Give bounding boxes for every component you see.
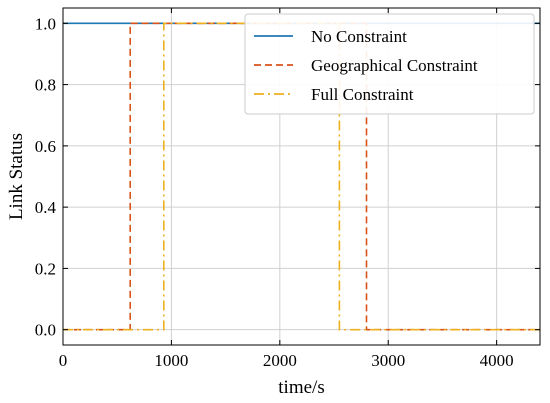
y-tick-label-5: 1.0 bbox=[35, 14, 56, 33]
x-tick-label-1: 1000 bbox=[154, 351, 188, 370]
legend-label-1: Geographical Constraint bbox=[311, 56, 478, 75]
plot-frame bbox=[62, 7, 541, 346]
y-axis-label: Link Status bbox=[6, 133, 27, 220]
y-tick-label-0: 0.0 bbox=[35, 321, 56, 340]
y-tick-label-2: 0.4 bbox=[35, 198, 57, 217]
y-tick-label-4: 0.8 bbox=[35, 76, 56, 95]
ticks: 0 1000 2000 3000 4000 0.0 0.2 0.4 0.6 0.8 1.0 bbox=[35, 8, 540, 370]
legend-label-2: Full Constraint bbox=[311, 85, 414, 104]
x-tick-label-0: 0 bbox=[59, 351, 68, 370]
x-axis-label: time/s bbox=[278, 377, 324, 398]
y-tick-label-1: 0.2 bbox=[35, 259, 56, 278]
x-tick-label-3: 3000 bbox=[371, 351, 405, 370]
legend-box bbox=[244, 13, 535, 115]
legend: No Constraint Geographical Constraint Full… bbox=[244, 13, 535, 115]
x-tick-label-4: 4000 bbox=[480, 351, 514, 370]
x-tick-label-2: 2000 bbox=[263, 351, 297, 370]
legend-label-0: No Constraint bbox=[311, 27, 407, 46]
y-tick-label-3: 0.6 bbox=[35, 137, 56, 156]
